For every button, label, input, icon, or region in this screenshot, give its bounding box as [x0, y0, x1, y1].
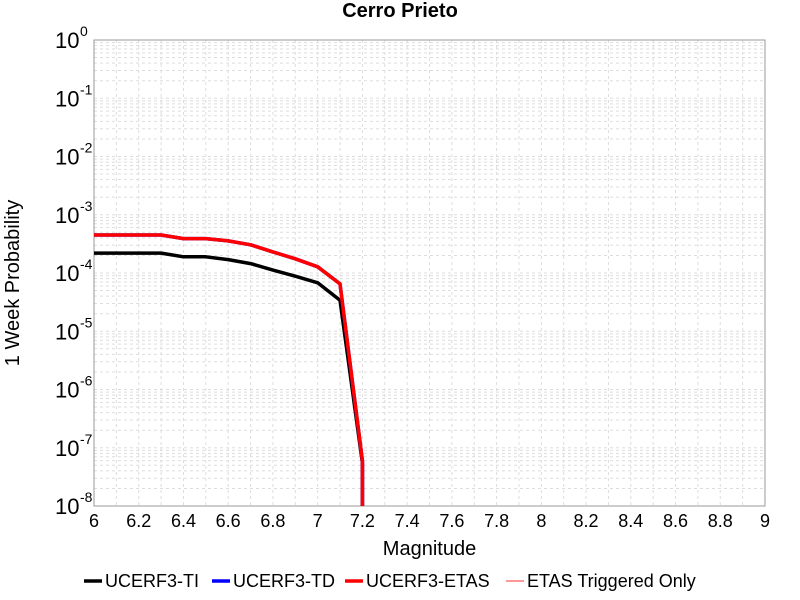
x-axis-label: Magnitude — [383, 538, 476, 560]
legend-label: UCERF3-TD — [233, 571, 335, 591]
legend: UCERF3-TI UCERF3-TD UCERF3-ETAS ETAS Trigge… — [84, 571, 696, 591]
x-tick-label: 6.2 — [126, 511, 151, 531]
plot-area — [93, 39, 766, 507]
grid — [93, 40, 766, 507]
y-tick-label: 10 — [55, 494, 79, 519]
y-tick-exponent: 0 — [80, 23, 88, 39]
x-tick-label: 7.8 — [484, 511, 509, 531]
y-tick-exponent: -5 — [80, 314, 93, 330]
y-axis-label: 1 Week Probability — [2, 200, 24, 366]
x-tick-label: 8.2 — [574, 511, 599, 531]
y-tick-label: 10 — [55, 378, 79, 403]
y-tick-label: 10 — [55, 145, 79, 170]
x-tick-label: 7.4 — [395, 511, 420, 531]
legend-label: UCERF3-ETAS — [366, 571, 490, 591]
x-tick-label: 7.2 — [350, 511, 375, 531]
series-line-ucerf3-ti — [94, 251, 365, 506]
x-tick-label: 9 — [760, 511, 770, 531]
y-tick-label: 10 — [55, 86, 79, 111]
x-axis-ticks: 6 6.2 6.4 6.6 6.8 7 7.2 7.4 7.6 7.8 8 8.2 8.4 8.6 8.8 9 — [89, 511, 770, 531]
x-tick-label: 8 — [536, 511, 546, 531]
series-layer — [94, 233, 365, 506]
y-tick-label: 10 — [55, 319, 79, 344]
x-tick-label: 8.8 — [708, 511, 733, 531]
x-tick-label: 6.4 — [171, 511, 196, 531]
y-tick-exponent: -3 — [80, 198, 93, 214]
y-tick-label: 10 — [55, 436, 79, 461]
y-tick-exponent: -8 — [80, 489, 93, 505]
y-tick-label: 10 — [55, 28, 79, 53]
legend-label: ETAS Triggered Only — [527, 571, 696, 591]
x-tick-label: 7 — [313, 511, 323, 531]
x-tick-label: 6.8 — [260, 511, 285, 531]
y-tick-label: 10 — [55, 261, 79, 286]
y-tick-exponent: -2 — [80, 140, 93, 156]
y-tick-label: 10 — [55, 203, 79, 228]
x-tick-label: 6 — [89, 511, 99, 531]
y-tick-exponent: -4 — [80, 256, 93, 272]
y-tick-exponent: -1 — [80, 81, 93, 97]
y-tick-exponent: -7 — [80, 431, 93, 447]
x-tick-label: 8.6 — [663, 511, 688, 531]
y-tick-exponent: -6 — [80, 373, 93, 389]
chart-title: Cerro Prieto — [342, 0, 458, 22]
x-tick-label: 7.6 — [439, 511, 464, 531]
x-tick-label: 8.4 — [618, 511, 643, 531]
legend-label: UCERF3-TI — [105, 571, 199, 591]
series-line-ucerf3-etas — [94, 233, 365, 506]
x-tick-label: 6.6 — [216, 511, 241, 531]
